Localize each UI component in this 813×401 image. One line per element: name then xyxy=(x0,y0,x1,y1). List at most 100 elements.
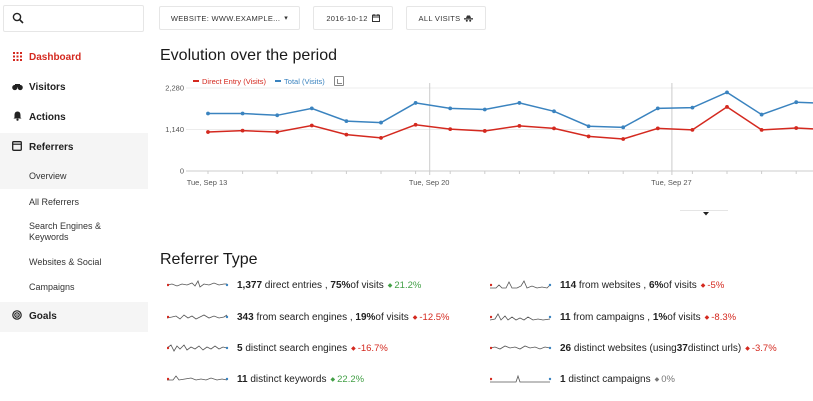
sparkline-path xyxy=(490,345,551,350)
data-point xyxy=(413,122,418,127)
stat-percent: 19% xyxy=(355,312,376,323)
referrer-stat-row: 1,377 direct entries , 75% of visits ◆ 21.… xyxy=(167,280,421,291)
sparkline-path xyxy=(490,313,551,321)
sparkline[interactable] xyxy=(167,374,229,385)
stat-percent-text: of visits xyxy=(667,312,701,323)
sparkline-end-dot xyxy=(225,283,229,287)
stat-text: distinct search engines xyxy=(242,343,348,354)
x-tick-label: Tue, Sep 27 xyxy=(651,178,692,187)
legend-label: Direct Entry (Visits) xyxy=(202,76,267,86)
website-selector[interactable]: WEBSITE: WWW.EXAMPLE... ▾ xyxy=(159,6,300,30)
stat-change: 0% xyxy=(661,374,675,385)
grid-icon xyxy=(11,43,23,73)
menu-item-actions[interactable]: Actions xyxy=(0,103,148,133)
sparkline[interactable] xyxy=(490,343,552,354)
stat-change: -3.7% xyxy=(751,343,777,354)
referrer-stat-row: 5 distinct search engines ◆ -16.7% xyxy=(167,343,388,354)
caret-down-icon[interactable] xyxy=(703,212,709,216)
stat-percent-text: distinct urls) xyxy=(687,343,742,354)
referrer-stat-row: 11 distinct keywords ◆ 22.2% xyxy=(167,374,364,385)
trend-down-icon: ◆ xyxy=(700,283,706,289)
sparkline[interactable] xyxy=(167,343,229,354)
menu-label: Dashboard xyxy=(29,52,82,63)
stat-percent: 75% xyxy=(330,280,351,291)
sparkline[interactable] xyxy=(490,312,552,323)
data-point xyxy=(448,106,453,111)
stat-percent-text: of visits xyxy=(350,280,384,291)
data-point xyxy=(690,127,695,132)
sparkline-end-dot xyxy=(225,377,229,381)
sparkline-path xyxy=(490,374,550,383)
stat-value: 1,377 xyxy=(237,280,263,291)
stat-text: distinct campaigns xyxy=(565,374,651,385)
stat-percent-text: of visits xyxy=(375,312,409,323)
legend-item-direct[interactable]: Direct Entry (Visits) xyxy=(193,77,266,86)
stat-text: from campaigns , xyxy=(570,312,653,323)
data-point xyxy=(413,101,418,105)
search-icon xyxy=(12,12,24,24)
stat-change: 22.2% xyxy=(337,374,365,385)
stat-text: from websites , xyxy=(576,280,649,291)
sub-item-overview[interactable]: Overview xyxy=(0,163,148,189)
sparkline[interactable] xyxy=(167,280,229,291)
referrer-stat-row: 1 distinct campaigns ◆ 0% xyxy=(490,374,675,385)
sparkline-end-dot xyxy=(548,346,552,350)
sub-item-campaigns[interactable]: Campaigns xyxy=(0,276,148,302)
data-point xyxy=(725,90,729,95)
data-point xyxy=(621,125,626,130)
caret-down-icon: ▾ xyxy=(284,15,289,22)
sub-item-websites-social[interactable]: Websites & Social xyxy=(0,251,148,276)
sub-item-label: Campaigns xyxy=(29,282,75,292)
sub-item-search-engines[interactable]: Search Engines & Keywords xyxy=(0,215,148,251)
data-point xyxy=(206,130,210,134)
legend-swatch xyxy=(193,80,199,82)
sparkline[interactable] xyxy=(167,312,229,323)
data-point xyxy=(655,106,660,111)
referrer-stat-row: 114 from websites , 6% of visits ◆ -5% xyxy=(490,280,724,291)
data-point xyxy=(552,126,556,131)
menu-item-dashboard[interactable]: Dashboard xyxy=(0,43,148,73)
referrers-submenu: Overview All Referrers Search Engines & … xyxy=(0,163,148,302)
sparkline-end-dot xyxy=(548,315,552,319)
sparkline-start-dot xyxy=(490,315,493,319)
y-tick-label: 2,280 xyxy=(165,84,184,93)
date-selector[interactable]: 2016-10-12 xyxy=(313,6,393,30)
sparkline[interactable] xyxy=(490,374,552,385)
stat-percent-text: of visits xyxy=(663,280,697,291)
stat-change: -12.5% xyxy=(419,312,450,323)
data-point xyxy=(725,105,729,109)
chart-footer xyxy=(680,210,728,218)
data-point xyxy=(275,130,280,134)
data-point xyxy=(344,132,349,137)
sparkline-start-dot xyxy=(490,346,493,350)
sub-item-label: Search Engines & Keywords xyxy=(29,221,102,242)
evolution-title: Evolution over the period xyxy=(160,47,337,64)
data-point xyxy=(240,128,245,133)
data-point xyxy=(517,101,522,105)
segment-selector-label: ALL VISITS xyxy=(418,13,461,23)
menu-item-visitors[interactable]: Visitors xyxy=(0,73,148,103)
segment-selector[interactable]: ALL VISITS xyxy=(406,6,486,30)
segment-icon xyxy=(464,15,474,22)
sparkline-path xyxy=(167,314,228,320)
date-selector-label: 2016-10-12 xyxy=(326,13,368,23)
menu-item-goals[interactable]: Goals xyxy=(0,302,148,332)
menu-label: Goals xyxy=(29,311,57,322)
data-point xyxy=(794,126,799,130)
data-point xyxy=(690,105,695,110)
referrer-stat-row: 11 from campaigns , 1% of visits ◆ -8.3% xyxy=(490,312,736,323)
export-image-icon[interactable] xyxy=(333,76,344,86)
square-icon xyxy=(11,133,23,163)
legend-item-total[interactable]: Total (Visits) xyxy=(275,77,325,86)
data-point xyxy=(344,119,349,124)
referrers-group: Referrers xyxy=(0,133,148,163)
sub-item-label: Websites & Social xyxy=(29,257,102,267)
data-point xyxy=(379,135,383,140)
calendar-icon xyxy=(371,14,380,22)
data-point xyxy=(794,100,799,105)
trend-down-icon: ◆ xyxy=(351,346,356,352)
menu-item-referrers[interactable]: Referrers xyxy=(0,133,148,163)
sub-item-all-referrers[interactable]: All Referrers xyxy=(0,189,148,215)
search-input[interactable] xyxy=(3,5,144,32)
sparkline[interactable] xyxy=(490,280,552,291)
